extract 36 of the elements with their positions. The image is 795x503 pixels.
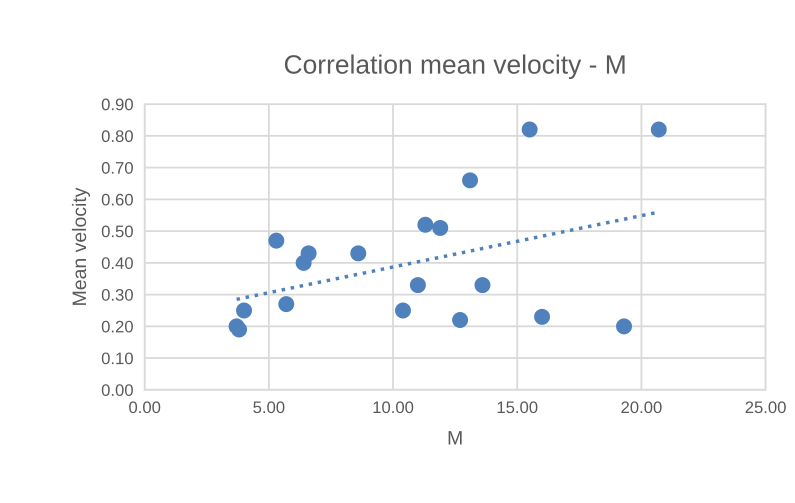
y-tick-label: 0.60	[102, 194, 133, 206]
y-tick-label: 0.70	[102, 162, 133, 174]
x-tick-label: 20.00	[621, 401, 662, 414]
point	[395, 302, 411, 318]
point	[350, 245, 366, 262]
x-tick-label: 5.00	[253, 401, 284, 414]
point	[231, 322, 248, 338]
point	[432, 220, 448, 236]
y-tick-label: 0.20	[102, 320, 133, 333]
point	[278, 296, 294, 312]
point	[410, 277, 426, 294]
y-axis-title: Mean velocity	[72, 188, 90, 305]
y-tick-label: 0.30	[102, 288, 133, 301]
x-tick-label: 25.00	[746, 401, 786, 414]
x-tick-label: 15.00	[498, 401, 538, 414]
point	[534, 308, 550, 325]
y-tick-label: 0.80	[102, 130, 133, 142]
point	[462, 172, 478, 188]
y-tick-label: 0.90	[102, 98, 133, 110]
y-tick-label: 0.40	[102, 257, 133, 270]
point	[236, 302, 252, 318]
point	[300, 245, 317, 262]
x-tick-label: 10.00	[373, 401, 414, 414]
point	[268, 232, 284, 249]
x-axis-title: M	[448, 431, 462, 444]
point	[452, 312, 468, 328]
y-tick-label: 0.50	[102, 226, 133, 238]
point	[522, 122, 538, 138]
x-tick-label: 0.00	[129, 401, 160, 414]
point	[616, 318, 632, 334]
point	[650, 122, 667, 138]
y-tick-label: 0.00	[102, 384, 133, 396]
y-tick-label: 0.10	[102, 352, 133, 364]
point	[417, 216, 434, 233]
point	[474, 277, 490, 294]
chart-title: Correlation mean velocity - M	[284, 54, 625, 80]
